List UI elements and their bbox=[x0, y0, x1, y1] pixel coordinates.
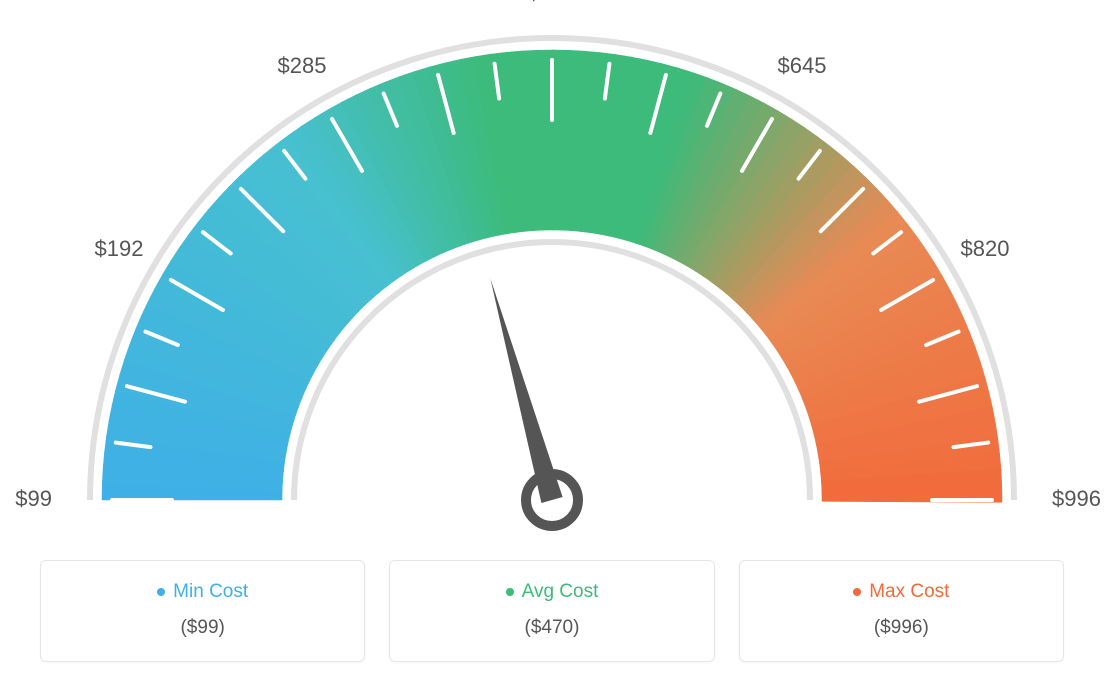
legend-label: Avg Cost bbox=[522, 581, 599, 603]
legend-dot-icon bbox=[506, 588, 514, 596]
tick-label: $996 bbox=[1052, 486, 1101, 511]
tick-label: $192 bbox=[95, 236, 144, 261]
legend-value: ($470) bbox=[400, 617, 703, 639]
tick-label: $820 bbox=[961, 236, 1010, 261]
legend-label: Min Cost bbox=[173, 581, 248, 603]
legend-title: Min Cost bbox=[157, 581, 248, 603]
legend-dot-icon bbox=[157, 588, 165, 596]
legend-title: Max Cost bbox=[853, 581, 949, 603]
legend-value: ($99) bbox=[51, 617, 354, 639]
tick-label: $645 bbox=[778, 53, 827, 78]
legend-row: Min Cost ($99) Avg Cost ($470) Max Cost ($996… bbox=[0, 560, 1104, 686]
legend-label: Max Cost bbox=[869, 581, 949, 603]
tick-label: $285 bbox=[278, 53, 327, 78]
tick-label: $99 bbox=[15, 486, 52, 511]
legend-card-max: Max Cost ($996) bbox=[739, 560, 1064, 662]
tick-label: $470 bbox=[528, 0, 577, 5]
legend-title: Avg Cost bbox=[506, 581, 599, 603]
legend-dot-icon bbox=[853, 588, 861, 596]
gauge-chart: $99 $192 $285 $470 $645 $820 $996 bbox=[0, 0, 1104, 560]
legend-card-avg: Avg Cost ($470) bbox=[389, 560, 714, 662]
legend-value: ($996) bbox=[750, 617, 1053, 639]
legend-card-min: Min Cost ($99) bbox=[40, 560, 365, 662]
gauge-svg: $99 $192 $285 $470 $645 $820 $996 bbox=[0, 0, 1104, 560]
